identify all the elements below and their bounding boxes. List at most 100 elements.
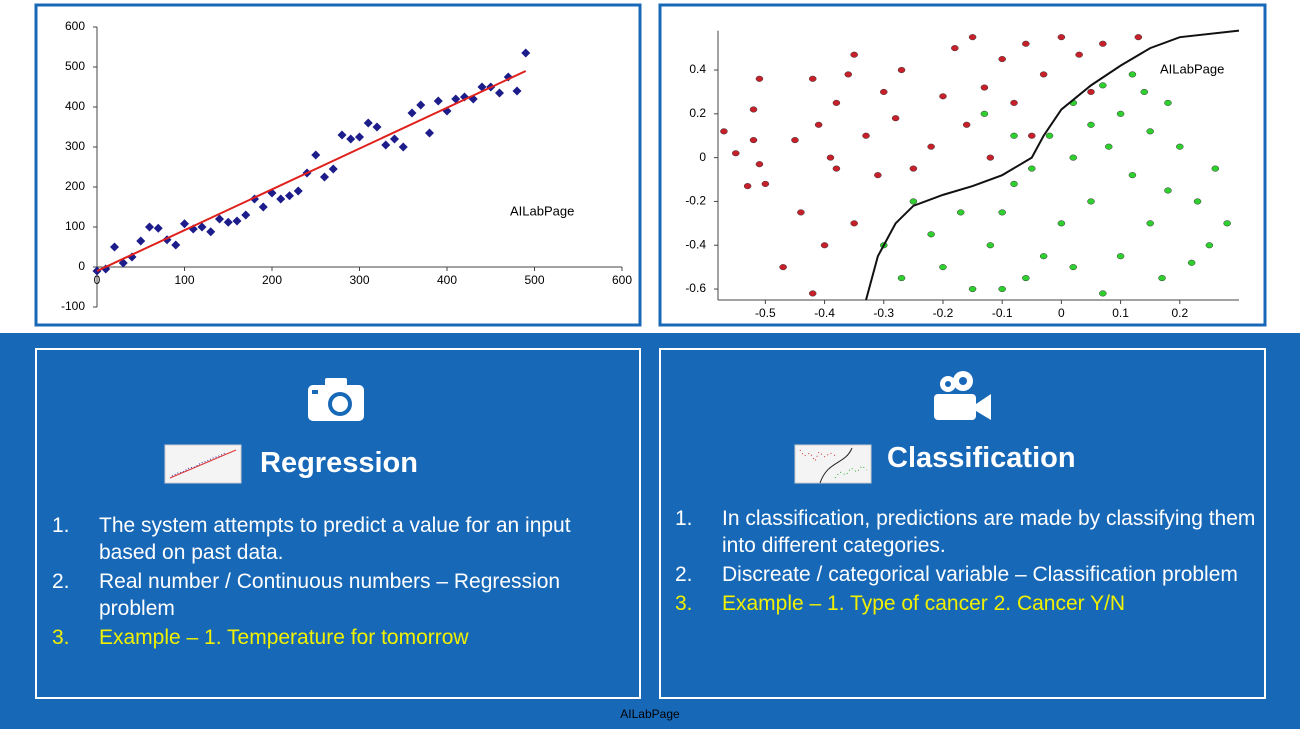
- y-tick-label: 0.2: [689, 106, 706, 120]
- point: [1057, 34, 1066, 41]
- point: [998, 209, 1006, 216]
- point: [808, 290, 817, 297]
- point: [1087, 198, 1095, 205]
- point: [1164, 99, 1172, 106]
- y-tick-label: 200: [65, 179, 85, 193]
- point: [180, 219, 189, 229]
- y-tick-label: 400: [65, 99, 85, 113]
- point: [1105, 143, 1113, 150]
- point: [363, 118, 373, 128]
- point: [381, 140, 391, 150]
- point: [968, 285, 977, 293]
- point: [1128, 172, 1137, 179]
- x-tick-label: 600: [612, 273, 632, 287]
- point: [850, 220, 858, 227]
- point: [1146, 220, 1154, 227]
- point: [1140, 88, 1149, 95]
- video-icon: [934, 371, 991, 420]
- list-item: 1. The system attempts to predict a value…: [52, 512, 627, 566]
- line: [96, 70, 527, 272]
- point: [477, 82, 487, 92]
- panel-list: 1. In classification, predictions are mad…: [675, 505, 1260, 619]
- y-tick-label: -0.6: [685, 281, 706, 295]
- point: [909, 198, 918, 205]
- point: [1128, 71, 1137, 78]
- point: [425, 128, 434, 138]
- point: [1057, 220, 1066, 227]
- point: [232, 216, 242, 226]
- point: [749, 137, 758, 144]
- point: [720, 128, 728, 135]
- point: [433, 96, 443, 106]
- point: [320, 172, 329, 182]
- point: [897, 275, 906, 282]
- point: [998, 285, 1006, 293]
- y-tick-label: 300: [65, 139, 85, 153]
- footer: AILabPage: [620, 707, 680, 721]
- point: [1075, 51, 1083, 58]
- point: [820, 242, 829, 249]
- point: [276, 194, 286, 204]
- point: [1010, 99, 1018, 106]
- list-number: 2.: [675, 563, 693, 586]
- point: [197, 222, 207, 232]
- background-band: [0, 333, 1300, 729]
- classification-thumbnail: [794, 444, 872, 484]
- line: [865, 29, 1240, 301]
- list-item: 1. In classification, predictions are mad…: [675, 505, 1260, 559]
- point: [1116, 110, 1125, 117]
- point: [862, 132, 870, 139]
- point: [797, 209, 805, 216]
- x-tick-label: -0.1: [992, 306, 1013, 320]
- point: [1069, 154, 1077, 161]
- point: [927, 231, 935, 238]
- x-tick-label: -0.4: [814, 306, 835, 320]
- point: [939, 264, 947, 271]
- x-tick-label: 0.2: [1171, 306, 1188, 320]
- point: [1087, 88, 1095, 95]
- list-number: 1.: [675, 507, 693, 530]
- point: [743, 183, 752, 190]
- point: [223, 217, 233, 227]
- point: [153, 223, 163, 233]
- point: [285, 191, 294, 201]
- point: [1205, 242, 1214, 249]
- point: [1116, 253, 1125, 260]
- regression-thumbnail: [164, 444, 242, 484]
- point: [215, 214, 224, 224]
- point: [956, 209, 965, 216]
- panel-title: Regression: [260, 447, 418, 479]
- point: [1087, 121, 1095, 128]
- point: [1146, 128, 1154, 135]
- x-tick-label: 0: [94, 273, 101, 287]
- annotation: AILabPage: [1160, 61, 1224, 76]
- point: [1028, 165, 1036, 172]
- point: [451, 94, 461, 104]
- point: [761, 180, 770, 187]
- chart-frame: [34, 3, 642, 327]
- y-tick-label: -100: [61, 299, 85, 313]
- annotation: AILabPage: [510, 203, 574, 218]
- list-number: 1.: [52, 514, 70, 537]
- point: [398, 142, 408, 152]
- point: [1176, 143, 1184, 150]
- point: [874, 172, 882, 179]
- camera-icon: [308, 378, 364, 421]
- x-tick-label: -0.2: [933, 306, 954, 320]
- point: [206, 227, 216, 237]
- x-tick-label: 400: [437, 273, 457, 287]
- point: [1211, 165, 1220, 172]
- list-item: 3. Example – 1. Type of cancer 2. Cancer …: [675, 590, 1260, 617]
- y-tick-label: 0: [699, 150, 706, 164]
- point: [1028, 132, 1036, 139]
- point: [1010, 180, 1018, 187]
- point: [1039, 253, 1048, 260]
- point: [1158, 275, 1166, 282]
- x-tick-label: -0.5: [755, 306, 776, 320]
- point: [909, 165, 918, 172]
- list-text: The system attempts to predict a value f…: [99, 514, 571, 564]
- y-tick-label: 100: [65, 219, 85, 233]
- point: [980, 110, 989, 117]
